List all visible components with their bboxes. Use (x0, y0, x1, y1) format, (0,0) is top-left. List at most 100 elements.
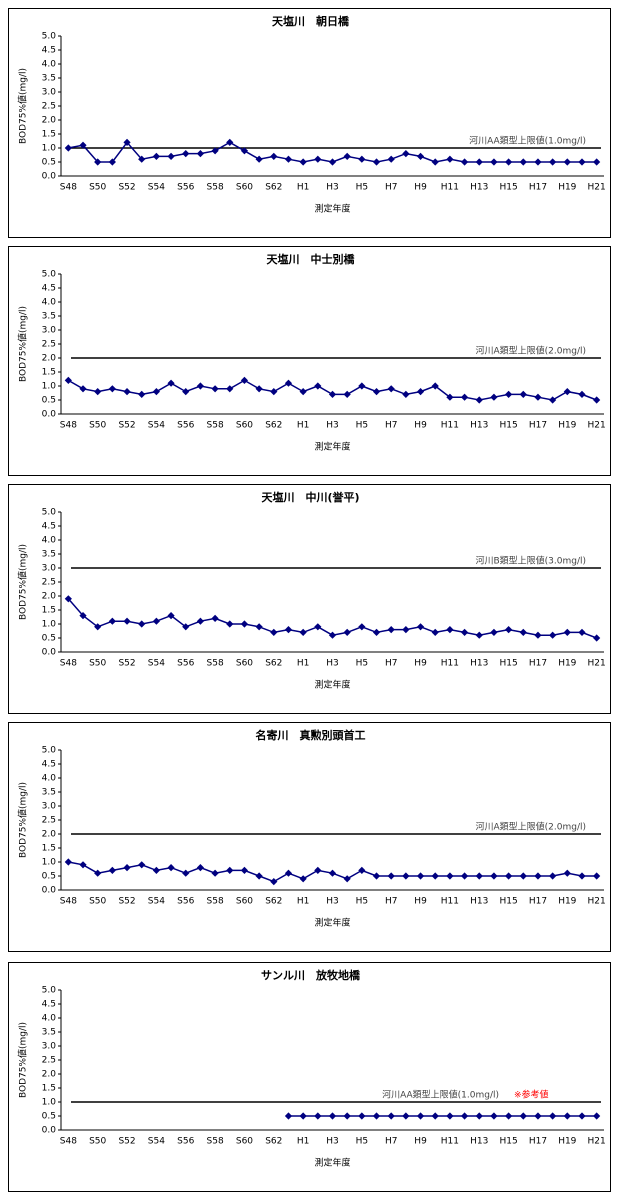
data-point (534, 631, 542, 639)
data-point (343, 628, 351, 636)
x-tick-label: H1 (297, 897, 310, 907)
data-point (460, 1112, 469, 1120)
x-tick-label: H5 (356, 421, 369, 431)
x-tick-label: H11 (441, 659, 459, 669)
y-axis-title: BOD75%値(mg/l) (17, 544, 29, 620)
data-point (108, 385, 116, 393)
data-point (270, 878, 278, 886)
data-point (372, 1112, 381, 1120)
x-tick-label: H13 (470, 897, 488, 907)
x-tick-label: S52 (118, 897, 135, 907)
x-tick-label: H9 (414, 659, 427, 669)
y-tick-label: 1.0 (42, 1098, 57, 1108)
x-tick-label: H13 (470, 421, 488, 431)
data-point (182, 150, 190, 158)
y-tick-label: 5.0 (42, 32, 57, 42)
y-tick-label: 2.5 (42, 102, 56, 112)
y-tick-label: 1.5 (42, 368, 56, 378)
data-point (211, 614, 219, 622)
chart-panel: 天塩川 中川(誉平) BOD75%値(mg/l) 測定年度 0.0 0.5 1.0 1.5 2… (8, 484, 611, 714)
data-point (505, 158, 513, 166)
x-tick-label: S60 (236, 421, 253, 431)
data-point (358, 1112, 366, 1120)
data-point (358, 155, 366, 163)
data-point (255, 385, 263, 393)
x-tick-label: S62 (265, 183, 282, 193)
x-tick-label: S62 (265, 1137, 282, 1147)
y-tick-label: 5.0 (42, 508, 57, 518)
x-tick-label: H5 (356, 897, 369, 907)
y-tick-label: 0.0 (42, 410, 57, 420)
data-point (299, 1112, 307, 1120)
y-tick-label: 0.5 (42, 396, 56, 406)
data-point (240, 376, 249, 384)
data-point (446, 1112, 454, 1120)
data-point (431, 628, 439, 636)
data-point (226, 866, 234, 874)
chart: 天塩川 中士別橋 BOD75%値(mg/l) 測定年度 0.0 0.5 1.0 1.5 2.0… (17, 252, 606, 453)
data-point (519, 872, 527, 880)
data-point (314, 623, 322, 631)
data-point (284, 379, 293, 387)
x-tick-label: H17 (529, 421, 547, 431)
reference-label: 河川A類型上限値(2.0mg/l) (475, 821, 586, 833)
data-point (240, 620, 249, 628)
data-point (563, 1112, 571, 1120)
x-tick-label: S52 (118, 1137, 135, 1147)
y-tick-label: 1.0 (42, 620, 57, 630)
x-tick-label: S54 (148, 897, 165, 907)
y-tick-label: 0.5 (42, 1112, 56, 1122)
data-point (182, 869, 190, 877)
x-tick-label: S54 (148, 183, 165, 193)
data-point (314, 1112, 322, 1120)
x-tick-label: H15 (499, 421, 517, 431)
data-point (431, 872, 439, 880)
data-point (138, 861, 146, 869)
y-tick-label: 3.5 (42, 312, 56, 322)
x-tick-label: H13 (470, 1137, 488, 1147)
y-tick-label: 2.5 (42, 340, 56, 350)
x-tick-label: S52 (118, 659, 135, 669)
data-point (255, 155, 263, 163)
data-point (79, 141, 87, 149)
chart-panel: 天塩川 中士別橋 BOD75%値(mg/l) 測定年度 0.0 0.5 1.0 1.5 2.0… (8, 246, 611, 476)
data-point (226, 620, 234, 628)
data-point (534, 872, 542, 880)
data-point (519, 1112, 527, 1120)
y-tick-label: 2.5 (42, 578, 56, 588)
y-axis-title: BOD75%値(mg/l) (17, 1022, 29, 1098)
x-tick-label: H1 (297, 1137, 310, 1147)
x-tick-label: S60 (236, 183, 253, 193)
data-point (490, 872, 498, 880)
data-point (519, 158, 527, 166)
data-point (387, 155, 395, 163)
x-tick-label: H21 (588, 897, 606, 907)
data-point (578, 628, 586, 636)
y-tick-label: 1.5 (42, 606, 56, 616)
data-point (314, 155, 322, 163)
data-point (593, 396, 601, 404)
data-point (182, 623, 190, 631)
y-tick-label: 0.0 (42, 1126, 57, 1136)
x-tick-label: S54 (148, 659, 165, 669)
data-point (593, 872, 601, 880)
data-point (387, 626, 395, 634)
y-tick-label: 0.5 (42, 634, 56, 644)
data-point (593, 158, 601, 166)
data-point (593, 1112, 601, 1120)
data-point (79, 861, 87, 869)
chart: 名寄川 真勲別頭首工 BOD75%値(mg/l) 測定年度 0.0 0.5 1.0 1.5 2… (17, 728, 606, 929)
data-point (299, 628, 307, 636)
x-tick-label: S60 (236, 659, 253, 669)
data-point (358, 623, 366, 631)
x-tick-label: S50 (89, 897, 106, 907)
x-tick-label: H11 (441, 183, 459, 193)
x-tick-label: S48 (60, 897, 77, 907)
data-point (255, 872, 263, 880)
y-tick-label: 0.0 (42, 648, 57, 658)
x-tick-label: H13 (470, 183, 488, 193)
data-point (94, 388, 102, 396)
x-tick-label: S56 (177, 183, 194, 193)
data-point (284, 626, 293, 634)
data-point (549, 631, 557, 639)
